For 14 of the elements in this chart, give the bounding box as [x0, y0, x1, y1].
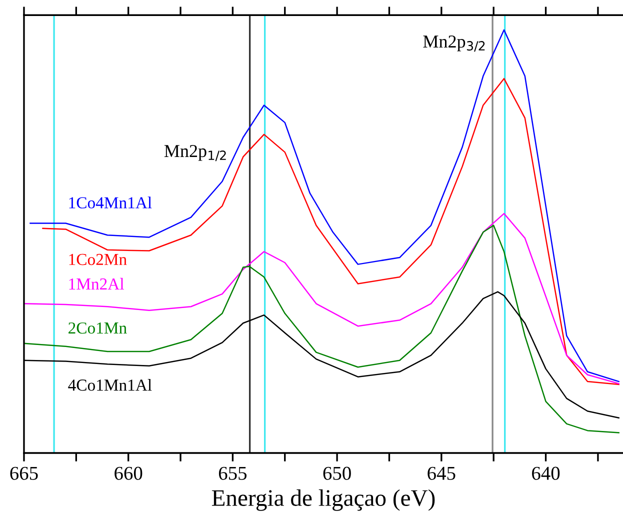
series-label: 1Mn2Al: [69, 278, 124, 290]
series-label: 1Co4Mn1Al: [69, 196, 152, 208]
x-tick-label: 650: [323, 466, 351, 480]
x-tick-label: 640: [532, 466, 560, 480]
x-tick-label: 665: [10, 466, 38, 480]
x-tick-label: 655: [218, 466, 247, 480]
annotation: Mn2p$_{1/2}$: [164, 144, 226, 162]
x-tick-label: 660: [114, 466, 142, 480]
series-label: 4Co1Mn1Al: [68, 379, 152, 391]
annotation: Mn2p$_{3/2}$: [423, 36, 485, 52]
series-label: 2Co1Mn: [68, 322, 127, 334]
x-axis-title: Energia de ligaçao (eV): [212, 489, 435, 511]
x-tick-label: 645: [428, 466, 456, 480]
series-label: 1Co2Mn: [69, 254, 127, 266]
